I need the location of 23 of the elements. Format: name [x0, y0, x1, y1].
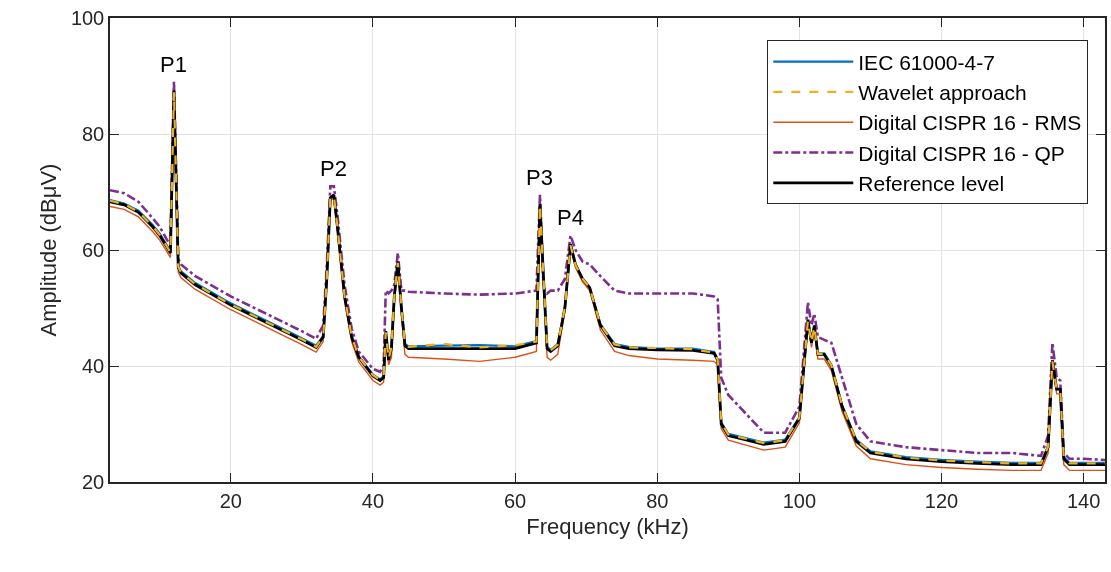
legend-label: Wavelet approach [858, 81, 1027, 105]
x-tick-label: 20 [219, 489, 242, 512]
legend-label: Digital CISPR 16 - QP [858, 141, 1065, 165]
y-axis-title: Amplitude (dBμV) [36, 163, 62, 337]
x-tick-label: 60 [503, 489, 527, 512]
y-tick-label: 20 [82, 471, 105, 493]
annotation: P1 [160, 52, 187, 77]
x-tick-label: 80 [646, 489, 669, 512]
y-tick-label: 100 [70, 7, 105, 29]
annotation: P3 [526, 165, 553, 190]
y-tick-label: 60 [82, 239, 105, 261]
legend-label: Digital CISPR 16 - RMS [858, 111, 1082, 135]
legend-label: IEC 61000-4-7 [858, 50, 995, 74]
annotation: P2 [320, 156, 347, 181]
y-tick-label: 40 [82, 355, 105, 377]
x-tick-label: 100 [782, 489, 817, 512]
x-tick-label: 140 [1066, 489, 1101, 512]
y-tick-label: 80 [82, 123, 105, 145]
x-axis-title: Frequency (kHz) [526, 514, 689, 540]
x-tick-label: 120 [924, 489, 959, 512]
x-tick-label: 40 [361, 489, 385, 512]
legend-label: Reference level [858, 172, 1005, 196]
annotation: P4 [557, 205, 584, 230]
